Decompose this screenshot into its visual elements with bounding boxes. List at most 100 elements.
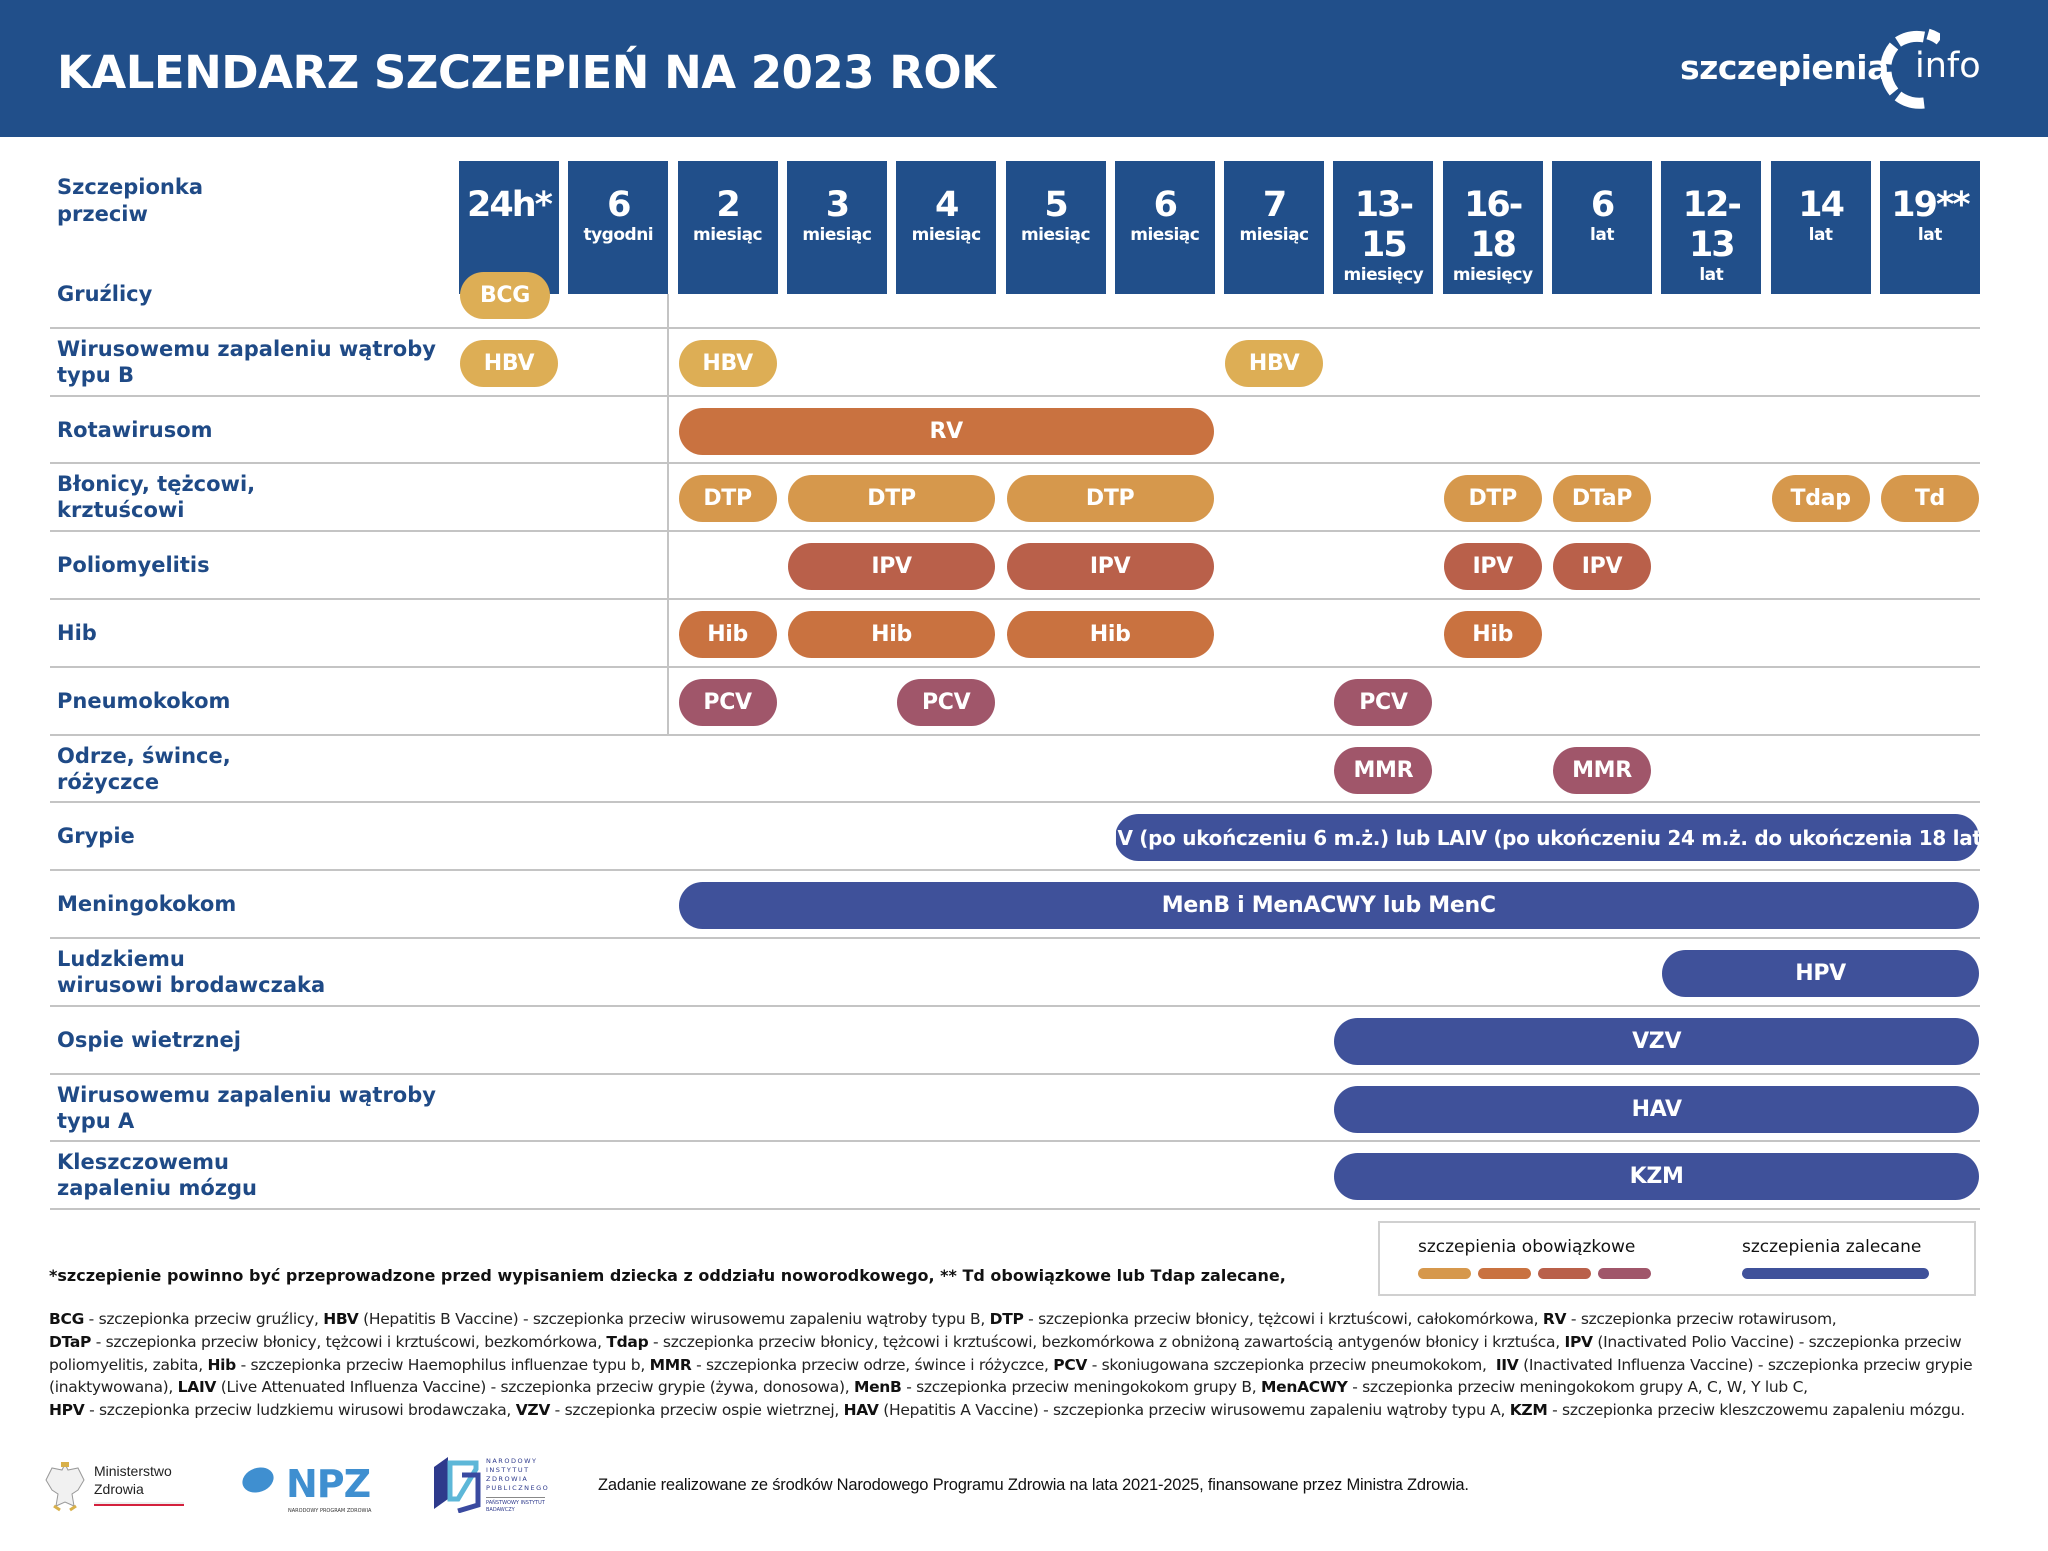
abbreviation-term: LAIV xyxy=(177,1378,217,1397)
vaccine-pill-hib: Hib xyxy=(678,611,777,658)
abbreviation-text: - szczepionka przeciw meningokokom grupy… xyxy=(901,1378,1262,1397)
abbreviation-term: DTP xyxy=(989,1310,1024,1328)
row-divider xyxy=(50,394,1980,397)
row-divider xyxy=(50,733,1980,736)
nizp-emblem-icon xyxy=(434,1457,481,1513)
eagle-icon xyxy=(45,1462,85,1512)
vaccine-pill-hib: Hib xyxy=(1006,611,1214,658)
legend-swatch-blue xyxy=(1742,1268,1929,1279)
row-divider xyxy=(50,598,1980,600)
vaccine-pill-pcv: PCV xyxy=(897,678,996,726)
abbreviation-text: - szczepionka przeciw błonicy, tężcowi i… xyxy=(648,1332,1565,1351)
npz-subtitle: NARODOWY PROGRAM ZDROWIA xyxy=(288,1508,372,1514)
vaccine-pill-kzm: KZM xyxy=(1334,1153,1979,1201)
nizp-logo[interactable]: NARODOWY INSTYTUT ZDROWIA PUBLICZNEGO PA… xyxy=(428,1455,558,1517)
age-column-header: 2 miesiąc xyxy=(677,161,778,294)
funding-statement: Zadanie realizowane ze środków Narodoweg… xyxy=(598,1476,1469,1494)
age-value: 14 xyxy=(1798,185,1845,225)
row-divider xyxy=(50,1004,1980,1007)
vaccine-pill-hpv: HPV xyxy=(1662,950,1979,997)
abbreviation-text: - szczepionka przeciw gruźlicy, xyxy=(84,1310,324,1328)
header-bar: KALENDARZ SZCZEPIEŃ NA 2023 ROK szczepie… xyxy=(0,0,2048,137)
brand-text: szczepienia xyxy=(1680,48,1889,87)
npz-logo[interactable]: NPZ NARODOWY PROGRAM ZDROWIA xyxy=(228,1458,378,1518)
age-column-header: 19** lat xyxy=(1879,161,1980,294)
vaccine-pill-dtp: DTP xyxy=(787,475,996,523)
abbreviation-term: Hib xyxy=(207,1355,236,1374)
row-divider xyxy=(50,937,1980,939)
footnote: *szczepienie powinno być przeprowadzone … xyxy=(49,1266,1286,1285)
abbreviation-text: - szczepionka przeciw błonicy, tężcowi i… xyxy=(91,1332,607,1351)
abbreviation-term: HBV xyxy=(323,1310,359,1328)
vaccine-pill-td: Td xyxy=(1880,475,1979,523)
age-unit: miesiąc xyxy=(802,225,872,245)
vaccine-pill-hbv: HBV xyxy=(1225,339,1324,387)
age-unit: miesięcy xyxy=(1452,265,1533,285)
vaccine-pill-vzv: VZV xyxy=(1334,1017,1979,1065)
vaccine-pill-dtp: DTP xyxy=(1006,475,1214,523)
age-value: 4 xyxy=(935,185,959,225)
age-value: 12-13 xyxy=(1682,185,1742,265)
row-divider xyxy=(50,1208,1980,1211)
age-unit: miesięcy xyxy=(1343,265,1424,285)
age-value: 7 xyxy=(1262,185,1287,225)
legend-mandatory-label: szczepienia obowiązkowe xyxy=(1418,1237,1636,1257)
age-column-header: 7 miesiąc xyxy=(1224,161,1325,294)
age-value: 19** xyxy=(1891,185,1970,225)
abbreviation-text: (Inactivated Influenza Vaccine) - szczep… xyxy=(1518,1355,1973,1374)
age-value: 5 xyxy=(1044,185,1068,225)
age-unit: lat xyxy=(1917,225,1942,245)
nizp-subtitle: PAŃSTWOWY INSTYTUT BADAWCZY xyxy=(486,1497,545,1514)
vaccine-pill-mmr: MMR xyxy=(1553,746,1651,794)
vaccine-pill-ipv: IPV xyxy=(787,543,996,591)
abbreviation-line: poliomyelitis, zabita, Hib - szczepionka… xyxy=(49,1354,2009,1377)
abbreviation-line: BCG - szczepionka przeciw gruźlicy, HBV … xyxy=(49,1308,2009,1331)
abbreviation-text: - szczepionka przeciw ospie wietrznej, xyxy=(550,1401,844,1420)
abbreviation-text: - szczepionka przeciw rotawirusom, xyxy=(1566,1310,1837,1328)
age-value: 13-15 xyxy=(1354,185,1414,265)
corner-label: Szczepionka przeciw xyxy=(57,175,204,226)
row-divider xyxy=(50,801,1980,804)
abbreviation-term: BCG xyxy=(49,1310,85,1328)
age-unit: miesiąc xyxy=(1020,225,1091,245)
npz-swirl-icon xyxy=(234,1462,282,1505)
vaccine-pill-mmr: MMR xyxy=(1334,746,1433,794)
abbreviation-term: HAV xyxy=(843,1401,879,1420)
abbreviation-term: MenACWY xyxy=(1261,1378,1348,1397)
legend-recommended-label: szczepienia zalecane xyxy=(1742,1237,1922,1257)
row-label: Odrze, śwince, różyczce xyxy=(57,743,231,794)
abbreviations: BCG - szczepionka przeciw gruźlicy, HBV … xyxy=(49,1308,2009,1422)
row-label: Ospie wietrznej xyxy=(57,1027,241,1052)
age-column-header: 6 miesiąc xyxy=(1114,161,1215,294)
age-column-header: 6 lat xyxy=(1552,161,1652,294)
age-value: 6 xyxy=(1590,185,1615,225)
szczepienia-info-logo[interactable]: szczepienia info xyxy=(1680,28,2000,112)
vaccine-pill-hav: HAV xyxy=(1334,1085,1979,1133)
ring-logo-icon xyxy=(1880,28,1940,109)
age-unit: tygodni xyxy=(583,225,654,245)
abbreviation-text: - szczepionka przeciw Haemophilus influe… xyxy=(235,1355,650,1374)
vaccine-pill-bcg: BCG xyxy=(460,272,550,319)
age-column-header: 14 lat xyxy=(1770,161,1871,294)
abbreviation-term: VZV xyxy=(515,1401,551,1420)
age-unit: miesiąc xyxy=(693,225,763,245)
row-divider xyxy=(50,665,1980,668)
row-label: Kleszczowemu zapaleniu mózgu xyxy=(57,1150,257,1201)
vaccine-pill-iiv: IIV (po ukończeniu 6 m.ż.) lub LAIV (po … xyxy=(1103,814,1991,862)
row-label: Wirusowemu zapaleniu wątroby typu B xyxy=(57,336,436,387)
row-label: Grypie xyxy=(57,824,135,849)
row-label: Pneumokokom xyxy=(57,688,231,713)
age-value: 3 xyxy=(825,185,850,225)
npz-text: NPZ xyxy=(286,1462,371,1506)
vaccine-pill-ipv: IPV xyxy=(1443,543,1542,591)
abbreviation-text: - szczepionka przeciw odrze, śwince i ró… xyxy=(691,1355,1054,1374)
age-unit: miesiąc xyxy=(1239,225,1310,245)
age-column-header: 24h* xyxy=(459,161,559,294)
ministerstwo-zdrowia-logo[interactable]: Ministerstwo Zdrowia xyxy=(44,1458,194,1518)
abbreviation-term: MMR xyxy=(649,1355,692,1374)
age-column-header: 16-18 miesięcy xyxy=(1442,161,1543,294)
row-divider xyxy=(50,530,1980,533)
age-value: 6 xyxy=(607,185,631,225)
abbreviation-text: (Live Attenuated Influenza Vaccine) - sz… xyxy=(216,1378,854,1397)
abbreviation-text: - szczepionka przeciw meningokokom grupy… xyxy=(1347,1378,1808,1397)
